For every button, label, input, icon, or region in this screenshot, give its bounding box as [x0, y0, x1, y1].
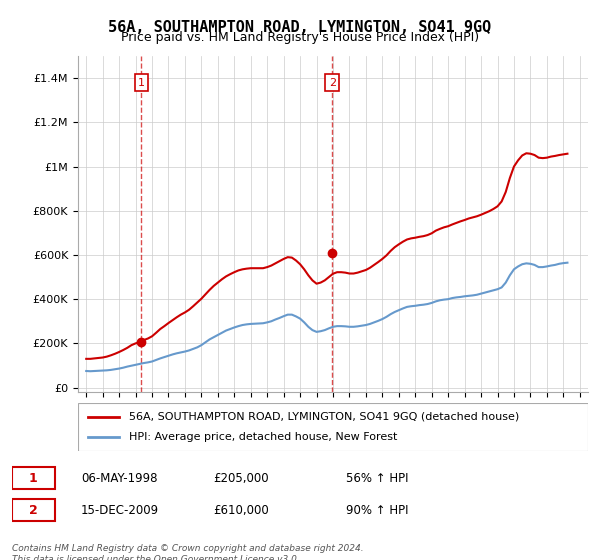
- FancyBboxPatch shape: [12, 467, 55, 489]
- Text: 56A, SOUTHAMPTON ROAD, LYMINGTON, SO41 9GQ (detached house): 56A, SOUTHAMPTON ROAD, LYMINGTON, SO41 9…: [129, 412, 519, 422]
- Text: Price paid vs. HM Land Registry's House Price Index (HPI): Price paid vs. HM Land Registry's House …: [121, 31, 479, 44]
- Text: 56% ↑ HPI: 56% ↑ HPI: [346, 472, 409, 484]
- Text: 90% ↑ HPI: 90% ↑ HPI: [346, 503, 409, 517]
- Text: 15-DEC-2009: 15-DEC-2009: [81, 503, 159, 517]
- Text: £610,000: £610,000: [214, 503, 269, 517]
- FancyBboxPatch shape: [12, 500, 55, 521]
- Text: 1: 1: [138, 77, 145, 87]
- Text: Contains HM Land Registry data © Crown copyright and database right 2024.
This d: Contains HM Land Registry data © Crown c…: [12, 544, 364, 560]
- Text: HPI: Average price, detached house, New Forest: HPI: Average price, detached house, New …: [129, 432, 397, 442]
- Text: 06-MAY-1998: 06-MAY-1998: [81, 472, 158, 484]
- Text: 2: 2: [29, 503, 38, 517]
- Text: 56A, SOUTHAMPTON ROAD, LYMINGTON, SO41 9GQ: 56A, SOUTHAMPTON ROAD, LYMINGTON, SO41 9…: [109, 20, 491, 35]
- Text: £205,000: £205,000: [214, 472, 269, 484]
- Text: 2: 2: [329, 77, 336, 87]
- FancyBboxPatch shape: [78, 403, 588, 451]
- Text: 1: 1: [29, 472, 38, 484]
